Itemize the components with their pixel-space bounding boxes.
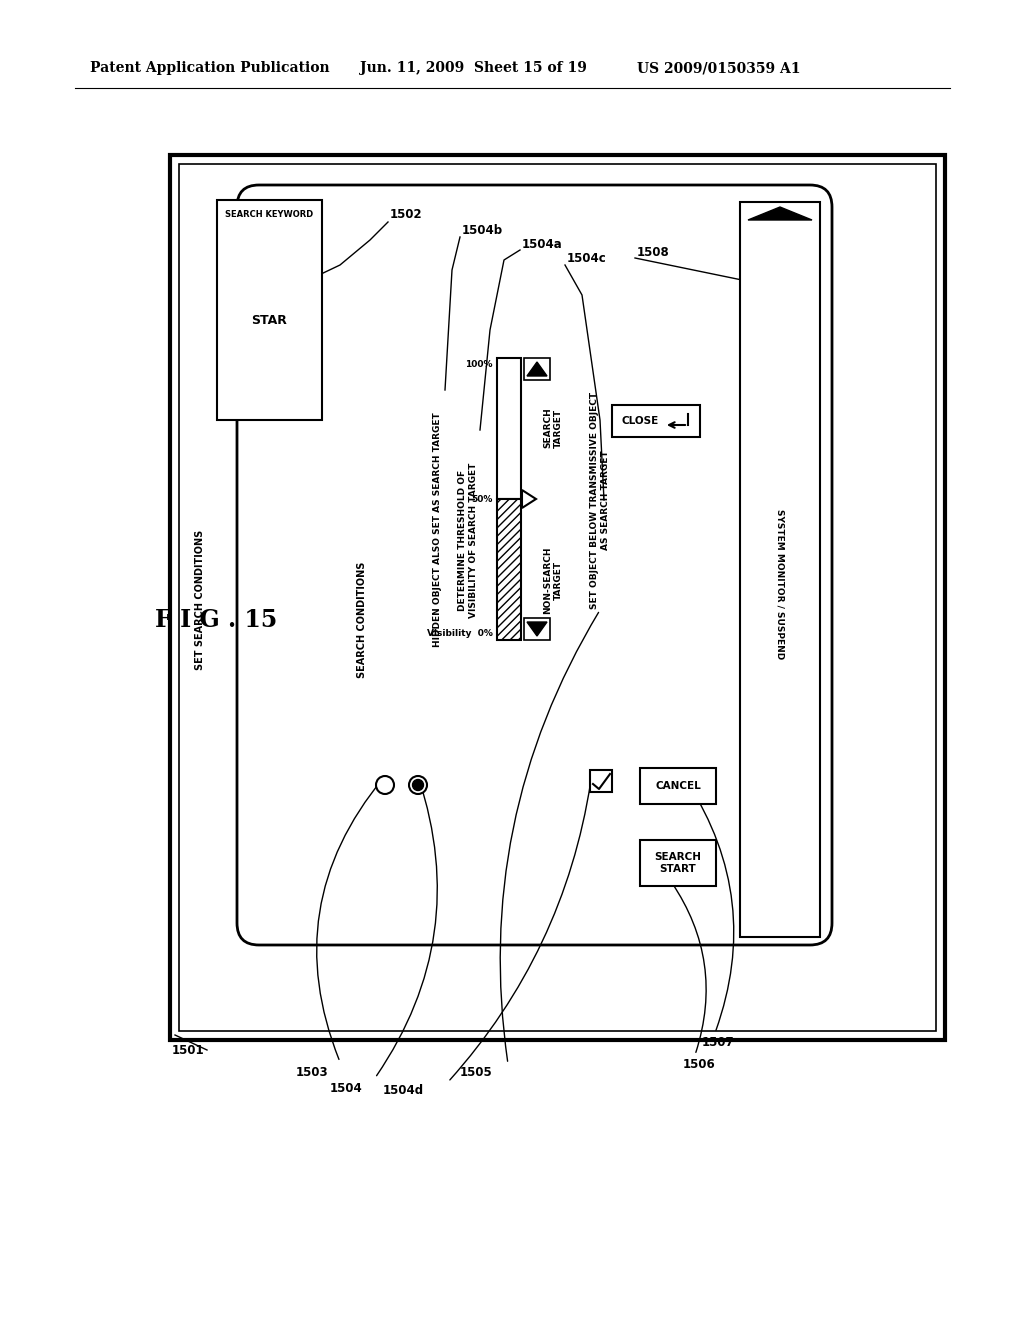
Text: Jun. 11, 2009  Sheet 15 of 19: Jun. 11, 2009 Sheet 15 of 19	[360, 61, 587, 75]
FancyBboxPatch shape	[237, 185, 831, 945]
Text: F I G . 15: F I G . 15	[155, 609, 278, 632]
Polygon shape	[748, 207, 812, 220]
Text: NON-SEARCH
TARGET: NON-SEARCH TARGET	[544, 546, 563, 614]
Bar	[640, 768, 716, 804]
Text: SEARCH CONDITIONS: SEARCH CONDITIONS	[357, 562, 367, 678]
Text: SEARCH KEYWORD: SEARCH KEYWORD	[225, 210, 313, 219]
Text: 1507: 1507	[702, 1035, 734, 1048]
Text: 1503: 1503	[296, 1065, 329, 1078]
Bar	[640, 840, 716, 886]
Text: SEARCH
TARGET: SEARCH TARGET	[544, 408, 563, 449]
Bar	[217, 201, 322, 420]
Text: 1506: 1506	[683, 1057, 716, 1071]
Bar	[524, 358, 550, 380]
Bar	[497, 358, 521, 499]
Text: SET OBJECT BELOW TRANSMISSIVE OBJECT
AS SEARCH TARGET: SET OBJECT BELOW TRANSMISSIVE OBJECT AS …	[590, 392, 609, 609]
Bar	[612, 405, 700, 437]
Bar	[524, 618, 550, 640]
Text: 50%: 50%	[472, 495, 493, 503]
Text: 1504c: 1504c	[567, 252, 607, 264]
Text: 1504: 1504	[330, 1081, 362, 1094]
Text: 100%: 100%	[466, 360, 493, 370]
Bar	[590, 770, 612, 792]
Circle shape	[413, 780, 424, 791]
Text: SEARCH
START: SEARCH START	[654, 853, 701, 874]
Bar	[497, 499, 521, 640]
Text: 1504d: 1504d	[382, 1084, 424, 1097]
Text: US 2009/0150359 A1: US 2009/0150359 A1	[637, 61, 801, 75]
Text: 1504b: 1504b	[462, 223, 503, 236]
Bar	[740, 202, 820, 937]
Text: SYSTEM MONITOR / SUSPEND: SYSTEM MONITOR / SUSPEND	[775, 510, 784, 659]
Circle shape	[376, 776, 394, 795]
Text: Patent Application Publication: Patent Application Publication	[90, 61, 330, 75]
Text: CLOSE: CLOSE	[622, 416, 658, 426]
Text: HIDDEN OBJECT ALSO SET AS SEARCH TARGET: HIDDEN OBJECT ALSO SET AS SEARCH TARGET	[433, 413, 442, 647]
Text: 1508: 1508	[637, 246, 670, 259]
Bar	[179, 164, 936, 1031]
Circle shape	[409, 776, 427, 795]
Text: 1505: 1505	[460, 1065, 493, 1078]
Text: SET SEARCH CONDITIONS: SET SEARCH CONDITIONS	[195, 529, 205, 671]
Text: 1501: 1501	[172, 1044, 205, 1056]
Text: CANCEL: CANCEL	[655, 781, 700, 791]
Text: 1502: 1502	[390, 207, 423, 220]
Polygon shape	[527, 362, 547, 376]
Text: 1504a: 1504a	[522, 238, 563, 251]
Bar	[170, 154, 945, 1040]
Text: Visibility  0%: Visibility 0%	[427, 630, 493, 638]
Text: DETERMINE THRESHOLD OF
VISIBILITY OF SEARCH TARGET: DETERMINE THRESHOLD OF VISIBILITY OF SEA…	[459, 462, 478, 618]
Text: STAR: STAR	[251, 314, 287, 326]
Polygon shape	[527, 622, 547, 636]
